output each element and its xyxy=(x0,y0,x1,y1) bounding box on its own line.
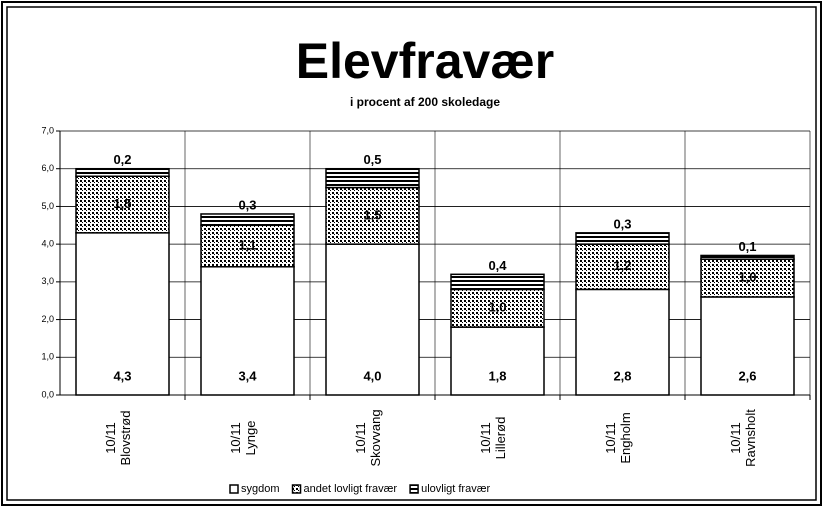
bar-segment xyxy=(75,167,170,178)
data-label: 2,6 xyxy=(738,368,756,383)
y-tick-label: 7,0 xyxy=(41,125,54,135)
bar-segment xyxy=(700,254,795,260)
bar-segment xyxy=(450,326,545,396)
chart-title: Elevfravær xyxy=(296,33,555,89)
bar-segment xyxy=(450,273,545,291)
bar-segment xyxy=(75,232,170,396)
data-label: 0,2 xyxy=(113,152,131,167)
bar-segment xyxy=(450,288,545,328)
bar-segment xyxy=(325,167,420,189)
y-tick-label: 5,0 xyxy=(41,201,54,211)
data-label: 1,2 xyxy=(613,258,631,273)
data-label: 4,0 xyxy=(363,368,381,383)
data-label: 1,5 xyxy=(113,196,131,211)
data-label: 1,0 xyxy=(488,300,506,315)
bar-segment xyxy=(575,288,670,396)
legend-label: sygdom xyxy=(241,483,280,495)
chart-subtitle: i procent af 200 skoledage xyxy=(350,95,500,109)
data-label: 2,8 xyxy=(613,368,631,383)
data-label: 1,0 xyxy=(738,270,756,285)
x-tick-label: 10/11 Lillerød xyxy=(477,416,508,460)
bar-segment xyxy=(200,213,295,227)
bar-segment xyxy=(325,186,420,245)
y-tick-label: 4,0 xyxy=(41,239,54,249)
x-tick-label: 10/11 Blovstrød xyxy=(102,410,133,466)
bar-segment xyxy=(575,243,670,291)
legend-swatch xyxy=(229,484,239,494)
legend-label: andet lovligt fravær xyxy=(304,483,398,495)
legend-swatch xyxy=(409,484,419,494)
data-label: 0,5 xyxy=(363,152,381,167)
bar-segment xyxy=(575,232,670,245)
y-tick-label: 2,0 xyxy=(41,314,54,324)
y-tick-label: 0,0 xyxy=(41,389,54,399)
y-tick-label: 3,0 xyxy=(41,276,54,286)
x-tick-label: 10/11 Lynge xyxy=(227,420,258,456)
x-tick-label: 10/11 Engholm xyxy=(602,412,633,464)
bar-segment xyxy=(75,175,170,234)
bar-segment xyxy=(200,266,295,396)
data-label: 0,4 xyxy=(488,258,507,273)
data-label: 1,1 xyxy=(238,237,256,252)
data-label: 3,4 xyxy=(238,368,257,383)
legend-label: ulovligt fravær xyxy=(421,483,490,495)
data-label: 0,1 xyxy=(738,239,756,254)
data-label: 4,3 xyxy=(113,368,131,383)
data-label: 0,3 xyxy=(238,197,256,212)
data-label: 1,5 xyxy=(363,207,381,222)
x-tick-label: 10/11 Skovvang xyxy=(352,409,383,467)
data-label: 0,3 xyxy=(613,216,631,231)
bar-segment xyxy=(200,224,295,268)
y-tick-label: 6,0 xyxy=(41,163,54,173)
legend-swatch xyxy=(291,484,302,494)
x-tick-label: 10/11 Ravnsholt xyxy=(727,409,758,467)
data-label: 1,8 xyxy=(488,368,506,383)
y-tick-label: 1,0 xyxy=(41,352,54,362)
inner-frame xyxy=(6,6,817,501)
